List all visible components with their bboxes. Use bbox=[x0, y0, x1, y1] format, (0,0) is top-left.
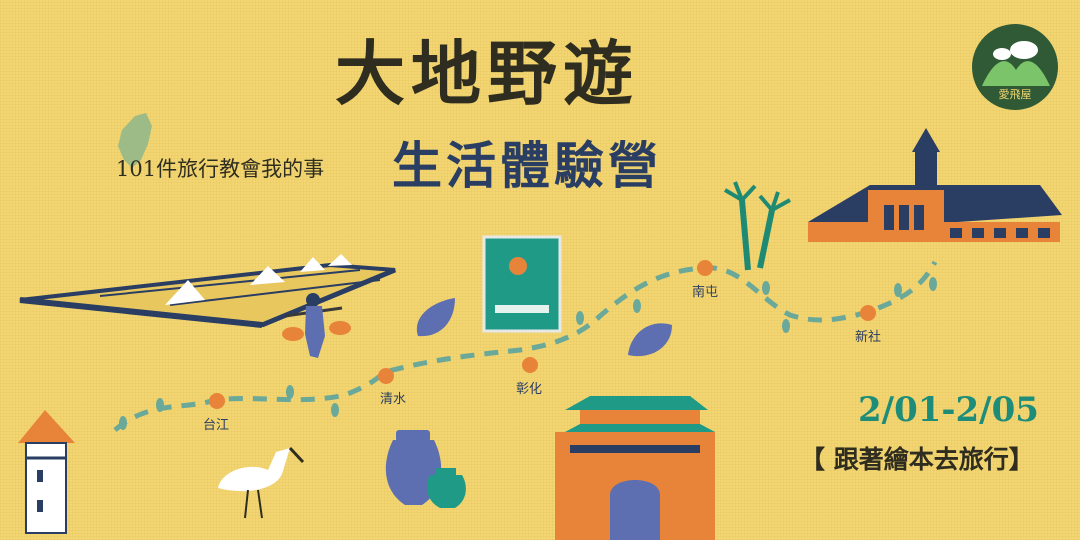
tagline: 101件旅行教會我的事 bbox=[116, 157, 325, 181]
stop-dot-xin-she bbox=[860, 305, 876, 321]
trail-path bbox=[113, 260, 938, 432]
logo-icon: 愛飛屋 bbox=[972, 24, 1058, 110]
logo-graphic bbox=[982, 41, 1050, 86]
farmer bbox=[282, 293, 351, 358]
event-name: 【 跟著繪本去旅行】 bbox=[800, 445, 1034, 474]
taiwan-map-icon bbox=[118, 113, 152, 168]
banner-title: 大地野遊 bbox=[335, 32, 639, 115]
stop-dots bbox=[209, 260, 876, 409]
stop-label-tai-jiang: 台江 bbox=[203, 418, 230, 433]
book-cover bbox=[482, 235, 562, 333]
banner-subtitle: 生活體驗營 bbox=[392, 136, 662, 195]
event-dates: 2/01-2/05 bbox=[858, 390, 1039, 430]
footprint-icon bbox=[119, 277, 937, 430]
stop-dot-tai-jiang bbox=[209, 393, 225, 409]
stop-dot-nan-tun bbox=[697, 260, 713, 276]
sugarcane bbox=[723, 181, 791, 271]
stop-label-xin-she: 新社 bbox=[855, 330, 882, 345]
stop-label-zhang-hua: 彰化 bbox=[516, 382, 543, 397]
vases bbox=[385, 430, 466, 508]
egret bbox=[218, 446, 305, 519]
stop-label-qing-shui: 清水 bbox=[380, 392, 407, 407]
train-station bbox=[808, 128, 1062, 242]
salt-field bbox=[19, 254, 396, 328]
stop-dot-qing-shui bbox=[378, 368, 394, 384]
stop-dot-zhang-hua bbox=[522, 357, 538, 373]
city-gate bbox=[555, 396, 715, 540]
logo-text: 愛飛屋 bbox=[998, 88, 1032, 101]
stop-label-nan-tun: 南屯 bbox=[692, 285, 719, 300]
leaf-icon bbox=[628, 323, 672, 357]
watchtower bbox=[18, 410, 75, 534]
leaf-icon bbox=[416, 298, 455, 337]
